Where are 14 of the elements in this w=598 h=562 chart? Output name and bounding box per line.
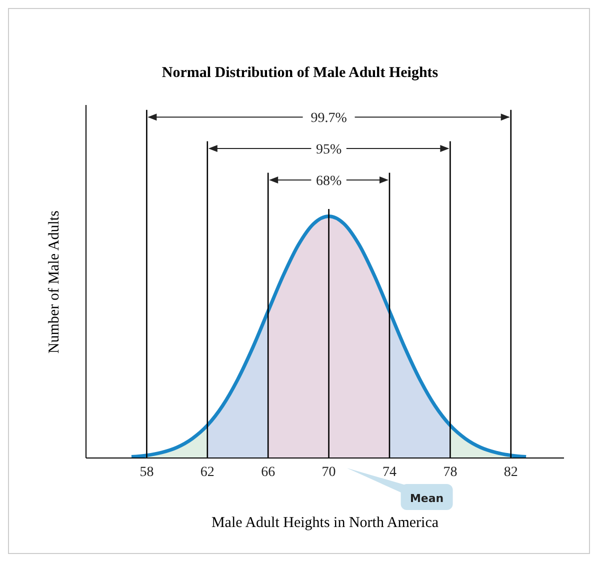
x-tick-label: 82 (504, 464, 518, 480)
x-tick-label: 70 (322, 464, 336, 480)
ref-line-label: Mean (410, 492, 444, 505)
y-axis-title: Number of Male Adults (46, 210, 64, 354)
chart-title: Normal Distribution of Male Adult Heights (160, 65, 440, 82)
x-axis-title: Male Adult Heights in North America (210, 515, 440, 532)
x-tick-label: 62 (200, 464, 214, 480)
x-tick-label: 74 (382, 464, 396, 480)
text: 95% (316, 142, 342, 158)
text: 99.7% (310, 111, 348, 126)
x-tick-label: 66 (261, 464, 276, 480)
x-tick-label: 58 (140, 464, 154, 480)
text: 68% (316, 174, 342, 189)
x-tick-label: 78 (443, 464, 458, 480)
